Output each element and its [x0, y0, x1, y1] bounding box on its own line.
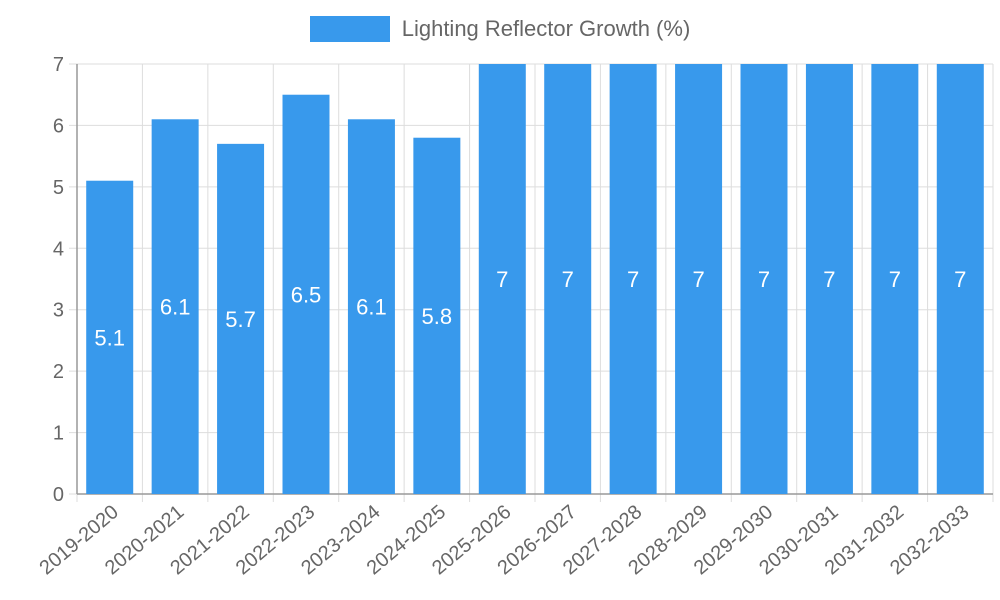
bar: [413, 137, 461, 494]
y-tick-label: 0: [53, 484, 64, 506]
y-tick-label: 7: [53, 54, 64, 76]
data-label: 7: [562, 267, 574, 292]
y-tick-label: 1: [53, 423, 64, 445]
data-label: 5.1: [94, 325, 125, 350]
data-label: 7: [954, 267, 966, 292]
bar: [675, 64, 723, 494]
bar: [151, 119, 199, 495]
bar: [86, 180, 134, 494]
y-tick-label: 5: [53, 177, 64, 199]
y-tick-label: 2: [53, 361, 64, 383]
y-tick-label: 3: [53, 300, 64, 322]
bar: [740, 64, 788, 494]
data-label: 7: [692, 267, 704, 292]
bar: [347, 119, 395, 495]
chart-legend[interactable]: Lighting Reflector Growth (%): [0, 16, 1000, 42]
data-label: 7: [889, 267, 901, 292]
data-label: 7: [627, 267, 639, 292]
data-label: 5.8: [422, 304, 453, 329]
bars: [86, 64, 984, 495]
y-tick-labels: 0 1 2 3 4 5 6 7: [53, 54, 64, 506]
grid-lines: [69, 63, 994, 502]
data-label: 6.5: [291, 282, 322, 307]
data-label: 7: [758, 267, 770, 292]
bar: [871, 64, 919, 494]
data-label: 6.1: [160, 295, 191, 320]
legend-label: Lighting Reflector Growth (%): [401, 16, 691, 41]
data-labels: 5.1 6.1 5.7 6.5 6.1 5.8 7 7 7 7 7 7 7 7: [94, 267, 966, 350]
data-label: 5.7: [225, 307, 256, 332]
bar: [478, 64, 526, 494]
bar: [609, 64, 657, 494]
data-label: 7: [823, 267, 835, 292]
x-tick-labels: 2019-20202020-20212021-20222022-20232023…: [36, 501, 974, 579]
y-tick-label: 4: [53, 238, 64, 260]
legend-swatch: [309, 16, 390, 42]
data-label: 6.1: [356, 295, 387, 320]
bar: [936, 64, 984, 494]
bar: [805, 64, 853, 494]
bar: [544, 64, 592, 494]
bar: [217, 143, 265, 494]
data-label: 7: [496, 267, 508, 292]
bar: [282, 94, 330, 494]
y-tick-label: 6: [53, 115, 64, 137]
